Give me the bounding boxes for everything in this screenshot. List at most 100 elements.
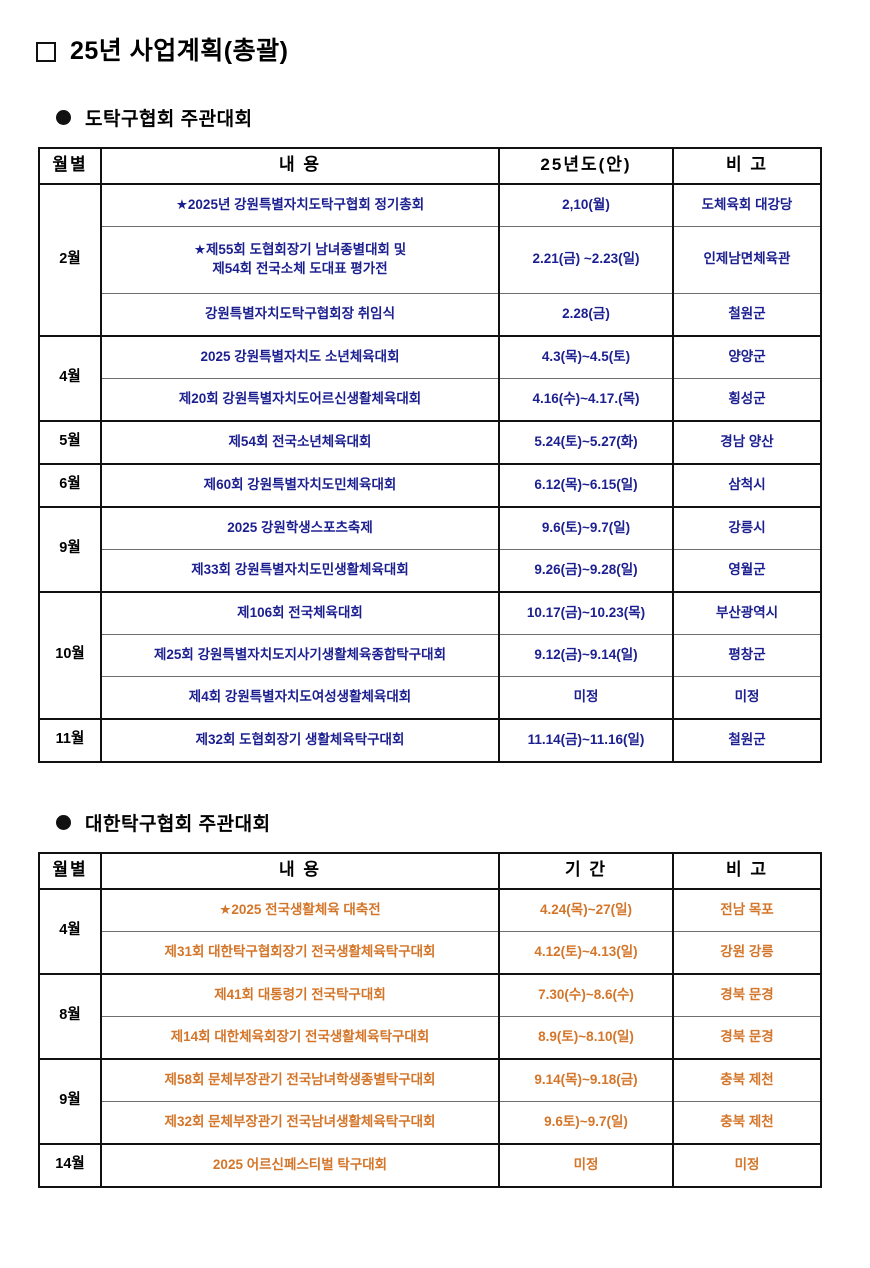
table-body-national: 4월 ★2025 전국생활체육 대축전 4.24(목)~27(일) 전남 목포 제31회…	[39, 887, 821, 1187]
cell-content: ★2025 전국생활체육 대축전	[100, 887, 500, 932]
section-heading-2: 대한탁구협회 주관대회	[56, 809, 870, 836]
table-row: 제14회 대한체육회장기 전국생활체육탁구대회 8.9(토)~8.10(일) 경북 …	[39, 1015, 821, 1059]
cell-content: ★제55회 도협회장기 남녀종별대회 및 제54회 전국소체 도대표 평가전	[100, 225, 500, 294]
column-header-month: 월별	[39, 147, 102, 185]
table-row: 11월 제32회 도협회장기 생활체육탁구대회 11.14(금)~11.16(일) 철…	[39, 717, 821, 762]
column-header-content: 내 용	[100, 147, 500, 185]
table-row: 제25회 강원특별자치도지사기생활체육종합탁구대회 9.12(금)~9.14(일)…	[39, 633, 821, 677]
table-row: 제4회 강원특별자치도여성생활체육대회 미정 미정	[39, 675, 821, 719]
cell-content: 제20회 강원특별자치도어르신생활체육대회	[100, 377, 500, 421]
cell-note: 경북 문경	[672, 1015, 821, 1059]
cell-month: 8월	[39, 972, 102, 1059]
plan-table-province: 월별 내 용 25년도(안) 비 고 2월 ★2025년 강원특별자치도탁구협회 …	[38, 146, 822, 763]
section-heading-1: 도탁구협회 주관대회	[56, 104, 870, 131]
table-row: 14월 2025 어르신페스티벌 탁구대회 미정 미정	[39, 1142, 821, 1187]
table-row: 6월 제60회 강원특별자치도민체육대회 6.12(목)~6.15(일) 삼척시	[39, 462, 821, 507]
cell-date: 4.16(수)~4.17.(목)	[498, 377, 674, 421]
cell-month: 14월	[39, 1142, 102, 1187]
cell-content: 제106회 전국체육대회	[100, 590, 500, 635]
cell-content: 2025 어르신페스티벌 탁구대회	[100, 1142, 500, 1187]
column-header-content: 내 용	[100, 852, 500, 890]
cell-note: 인제남면체육관	[672, 225, 821, 294]
table-row: 10월 제106회 전국체육대회 10.17(금)~10.23(목) 부산광역시	[39, 590, 821, 719]
column-header-date: 기 간	[498, 852, 674, 890]
cell-content: 제60회 강원특별자치도민체육대회	[100, 462, 500, 507]
table-row: 8월 제41회 대통령기 전국탁구대회 7.30(수)~8.6(수) 경북 문경	[39, 972, 821, 1059]
cell-content: 2025 강원학생스포츠축제	[100, 505, 500, 550]
cell-note: 횡성군	[672, 377, 821, 421]
table-header-national: 월별 내 용 기 간 비 고	[39, 852, 821, 890]
cell-note: 양양군	[672, 334, 821, 379]
cell-content: 제33회 강원특별자치도민생활체육대회	[100, 548, 500, 592]
table-row: 2월 ★2025년 강원특별자치도탁구협회 정기총회 2,10(월) 도체육회 대강당	[39, 182, 821, 336]
column-header-note: 비 고	[672, 852, 821, 890]
table-header-row: 월별 내 용 기 간 비 고	[39, 852, 821, 890]
cell-note: 평창군	[672, 633, 821, 677]
cell-content: 제32회 도협회장기 생활체육탁구대회	[100, 717, 500, 762]
cell-date: 9.26(금)~9.28(일)	[498, 548, 674, 592]
cell-date: 8.9(토)~8.10(일)	[498, 1015, 674, 1059]
table-row: 9월 2025 강원학생스포츠축제 9.6(토)~9.7(일) 강릉시	[39, 505, 821, 592]
column-header-note: 비 고	[672, 147, 821, 185]
cell-note: 도체육회 대강당	[672, 182, 821, 227]
page-title: 25년 사업계획(총괄)	[36, 37, 870, 66]
cell-month: 11월	[39, 717, 102, 762]
cell-note: 미정	[672, 1142, 821, 1187]
cell-date: 9.6(토)~9.7(일)	[498, 505, 674, 550]
cell-content: 제32회 문체부장관기 전국남녀생활체육탁구대회	[100, 1100, 500, 1144]
cell-date: 7.30(수)~8.6(수)	[498, 972, 674, 1017]
cell-date: 4.3(목)~4.5(토)	[498, 334, 674, 379]
cell-note: 삼척시	[672, 462, 821, 507]
cell-date: 2.21(금) ~2.23(일)	[498, 225, 674, 294]
cell-note: 경남 양산	[672, 419, 821, 464]
column-header-month: 월별	[39, 852, 102, 890]
section-heading-1-text: 도탁구협회 주관대회	[85, 108, 253, 130]
cell-date: 미정	[498, 675, 674, 719]
cell-note: 충북 제천	[672, 1100, 821, 1144]
cell-content: 제4회 강원특별자치도여성생활체육대회	[100, 675, 500, 719]
filled-circle-icon	[56, 109, 71, 125]
cell-note: 철원군	[672, 717, 821, 762]
cell-month: 6월	[39, 462, 102, 507]
cell-content: 제14회 대한체육회장기 전국생활체육탁구대회	[100, 1015, 500, 1059]
cell-date: 9.12(금)~9.14(일)	[498, 633, 674, 677]
table-row: 제20회 강원특별자치도어르신생활체육대회 4.16(수)~4.17.(목) 횡성군	[39, 377, 821, 421]
cell-content: 제41회 대통령기 전국탁구대회	[100, 972, 500, 1017]
cell-month: 2월	[39, 182, 102, 336]
table-row: 4월 2025 강원특별자치도 소년체육대회 4.3(목)~4.5(토) 양양군	[39, 334, 821, 421]
cell-note: 강원 강릉	[672, 930, 821, 974]
table-header-province: 월별 내 용 25년도(안) 비 고	[39, 147, 821, 185]
cell-month: 4월	[39, 334, 102, 421]
cell-note: 영월군	[672, 548, 821, 592]
cell-note: 강릉시	[672, 505, 821, 550]
column-header-date: 25년도(안)	[498, 147, 674, 185]
table-row: ★제55회 도협회장기 남녀종별대회 및 제54회 전국소체 도대표 평가전 2.…	[39, 225, 821, 294]
table-row: 제32회 문체부장관기 전국남녀생활체육탁구대회 9.6토)~9.7(일) 충북 제…	[39, 1100, 821, 1144]
cell-content: 강원특별자치도탁구협회장 취임식	[100, 292, 500, 336]
cell-month: 10월	[39, 590, 102, 719]
cell-date: 4.12(토)~4.13(일)	[498, 930, 674, 974]
cell-date: 미정	[498, 1142, 674, 1187]
cell-date: 2.28(금)	[498, 292, 674, 336]
cell-month: 5월	[39, 419, 102, 464]
cell-note: 미정	[672, 675, 821, 719]
page-title-text: 25년 사업계획(총괄)	[70, 37, 289, 65]
cell-note: 전남 목포	[672, 887, 821, 932]
cell-note: 충북 제천	[672, 1057, 821, 1102]
cell-date: 11.14(금)~11.16(일)	[498, 717, 674, 762]
cell-note: 철원군	[672, 292, 821, 336]
table-row: 제31회 대한탁구협회장기 전국생활체육탁구대회 4.12(토)~4.13(일) 강…	[39, 930, 821, 974]
cell-content: 2025 강원특별자치도 소년체육대회	[100, 334, 500, 379]
table-row: 9월 제58회 문체부장관기 전국남녀학생종별탁구대회 9.14(목)~9.18(금…	[39, 1057, 821, 1144]
plan-table-national: 월별 내 용 기 간 비 고 4월 ★2025 전국생활체육 대축전 4.24(목)…	[38, 851, 822, 1188]
table-row: 제33회 강원특별자치도민생활체육대회 9.26(금)~9.28(일) 영월군	[39, 548, 821, 592]
table-row: 강원특별자치도탁구협회장 취임식 2.28(금) 철원군	[39, 292, 821, 336]
cell-date: 9.14(목)~9.18(금)	[498, 1057, 674, 1102]
cell-date: 4.24(목)~27(일)	[498, 887, 674, 932]
section-heading-2-text: 대한탁구협회 주관대회	[85, 813, 271, 835]
filled-circle-icon	[56, 814, 71, 830]
cell-content: 제58회 문체부장관기 전국남녀학생종별탁구대회	[100, 1057, 500, 1102]
cell-date: 6.12(목)~6.15(일)	[498, 462, 674, 507]
cell-note: 부산광역시	[672, 590, 821, 635]
cell-content: 제25회 강원특별자치도지사기생활체육종합탁구대회	[100, 633, 500, 677]
